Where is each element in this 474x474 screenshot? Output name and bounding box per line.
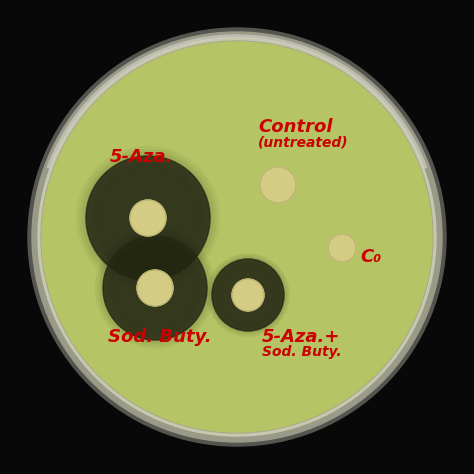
Circle shape xyxy=(328,234,356,262)
Circle shape xyxy=(130,200,166,236)
Text: 5-Aza.: 5-Aza. xyxy=(110,148,173,166)
Circle shape xyxy=(103,236,207,340)
Circle shape xyxy=(232,279,264,311)
Text: Control: Control xyxy=(258,118,332,136)
Circle shape xyxy=(211,258,285,332)
Text: Sod. Buty.: Sod. Buty. xyxy=(262,345,342,359)
Circle shape xyxy=(38,38,436,436)
Circle shape xyxy=(41,41,433,433)
Circle shape xyxy=(42,42,432,432)
Circle shape xyxy=(87,157,209,279)
Text: C₀: C₀ xyxy=(360,248,381,266)
Text: 5-Aza.+: 5-Aza.+ xyxy=(262,328,340,346)
Circle shape xyxy=(212,259,284,331)
Circle shape xyxy=(104,237,206,339)
Circle shape xyxy=(86,156,210,280)
Text: (untreated): (untreated) xyxy=(258,135,348,149)
Circle shape xyxy=(85,155,211,282)
Text: Sod. Buty.: Sod. Buty. xyxy=(108,328,211,346)
Circle shape xyxy=(102,235,208,341)
Circle shape xyxy=(137,270,173,306)
Circle shape xyxy=(32,32,442,442)
Circle shape xyxy=(260,167,296,203)
Circle shape xyxy=(28,28,446,446)
Circle shape xyxy=(213,260,283,330)
